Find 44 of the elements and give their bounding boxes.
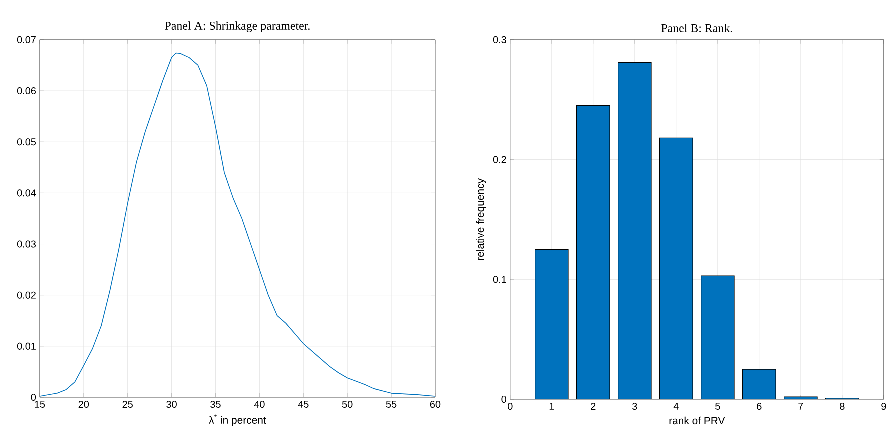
x-tick-label: 3 (632, 402, 638, 410)
bar (576, 105, 610, 400)
bar (618, 62, 652, 400)
x-tick-label: 25 (122, 400, 133, 408)
x-tick-label: 20 (78, 400, 90, 408)
y-tick-label: 0 (502, 396, 506, 403)
y-tick-label: 0.02 (17, 292, 36, 299)
bar (784, 396, 818, 400)
bar (660, 138, 694, 400)
x-tick-label: 5 (716, 402, 720, 410)
chart-title: Panel B: Rank. (662, 24, 732, 32)
y-tick-label: 0.2 (493, 156, 506, 164)
x-axis-title: rank of PRV (670, 416, 726, 424)
y-tick-label: 0.1 (493, 276, 506, 283)
x-tick-label: 7 (798, 402, 804, 410)
x-tick-label: 15 (35, 400, 46, 408)
y-tick-label: 0 (31, 394, 36, 401)
x-tick-label: 1 (550, 402, 554, 410)
x-tick-label: 30 (166, 400, 177, 408)
y-tick-label: 0.04 (17, 189, 36, 196)
y-tick-label: 0.06 (17, 87, 36, 94)
y-tick-label: 0.03 (17, 240, 36, 248)
x-axis-title: λ$^{*}$ in percent (209, 414, 266, 426)
x-tick-label: 35 (210, 400, 221, 408)
x-tick-label: 40 (254, 400, 265, 408)
y-tick-label: 0.01 (17, 342, 36, 350)
chart-title: Panel A: Shrinkage parameter. (165, 21, 310, 32)
y-tick-label: 0.3 (493, 36, 506, 44)
bar (701, 276, 735, 400)
bar (742, 369, 776, 400)
x-tick-label: 60 (430, 400, 441, 408)
x-tick-label: 45 (298, 400, 309, 408)
x-tick-label: 2 (591, 402, 596, 410)
y-tick-label: 0.07 (17, 36, 36, 44)
y-axis-title: relative frequency (476, 178, 486, 260)
bar (534, 249, 569, 400)
x-tick-label: 50 (342, 400, 353, 408)
x-tick-label: 55 (386, 400, 397, 408)
x-tick-label: 0 (508, 402, 513, 410)
x-tick-label: 4 (674, 402, 679, 410)
y-tick-label: 0.05 (17, 138, 36, 146)
x-tick-label: 8 (840, 402, 845, 410)
x-tick-label: 6 (757, 402, 762, 410)
x-tick-label: 9 (882, 402, 886, 410)
